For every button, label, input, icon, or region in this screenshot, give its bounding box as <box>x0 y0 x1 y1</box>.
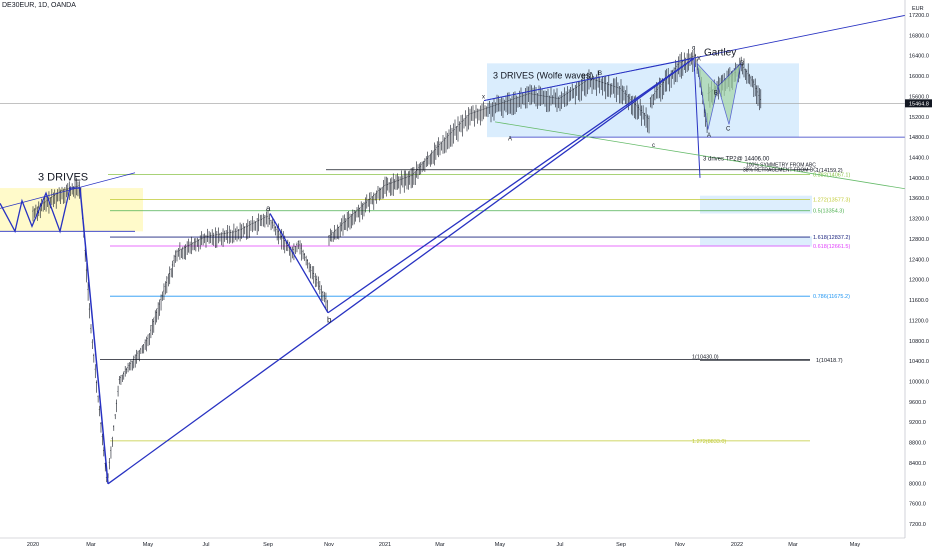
y-tick-label: 17200.0 <box>909 13 929 19</box>
last-price-badge <box>905 99 932 108</box>
point-label: c <box>692 46 695 52</box>
y-tick-label: 7600.0 <box>909 502 926 508</box>
fib-label: 0.786(11675.2) <box>813 294 850 300</box>
y-tick-label: 11200.0 <box>909 318 928 324</box>
point-label: b <box>327 315 332 324</box>
fib-label: 1(14159.2) <box>816 168 843 174</box>
green-trend-line <box>494 121 932 194</box>
currency-label: EUR <box>912 6 924 12</box>
y-tick-label: 10000.0 <box>909 379 929 385</box>
fib-label: 1.618(12837.2) <box>813 235 850 241</box>
fib-label: 0.5(13354.3) <box>813 209 844 215</box>
x-tick-label: Jul <box>556 542 563 548</box>
ab-line <box>269 213 329 314</box>
point-label: a <box>266 204 271 213</box>
yellow-zone <box>0 188 143 232</box>
y-axis-bg <box>905 0 932 550</box>
target-zone-2 <box>700 236 812 247</box>
fib-label: 1.272(8833.0) <box>692 439 726 445</box>
x-tick-label: Mar <box>86 542 96 548</box>
y-tick-label: 9600.0 <box>909 400 926 406</box>
three-drives-wolfe-label: 3 DRIVES (Wolfe waves) <box>493 71 593 81</box>
y-tick-label: 8400.0 <box>909 461 926 467</box>
rally-line <box>107 57 695 485</box>
x-tick-label: 2022 <box>731 542 743 548</box>
y-tick-label: 15200.0 <box>909 115 929 121</box>
three-drives-left-upper <box>0 172 136 209</box>
y-tick-label: 14400.0 <box>909 156 929 162</box>
x-tick-label: Sep <box>616 542 626 548</box>
symbol-title: DE30EUR, 1D, OANDA <box>2 2 76 9</box>
fib-label: 1(10418.7) <box>816 358 843 364</box>
fib-label: 1.272(13577.3) <box>813 197 850 203</box>
y-tick-label: 13600.0 <box>909 196 929 202</box>
point-label: B <box>714 90 718 96</box>
y-tick-label: 13200.0 <box>909 217 929 223</box>
point-label: X <box>697 56 701 62</box>
fib-label: 1(10430.0) <box>692 355 719 361</box>
x-tick-label: Nov <box>675 542 685 548</box>
gartley-xab <box>696 62 719 130</box>
x-tick-label: 2021 <box>379 542 391 548</box>
y-tick-label: 12000.0 <box>909 278 929 284</box>
point-label: C <box>726 127 731 133</box>
target-zone-1 <box>700 195 812 214</box>
y-tick-label: 16800.0 <box>909 33 929 39</box>
point-label: A <box>508 137 512 143</box>
point-label: A <box>707 133 711 139</box>
y-tick-label: 12400.0 <box>909 257 929 263</box>
symmetry-label-2: 38% RETRACEMENT FROM BC <box>743 167 817 173</box>
tp-drop-line <box>693 58 701 178</box>
gartley-bcd <box>717 62 742 125</box>
y-tick-label: 14000.0 <box>909 176 929 182</box>
x-tick-label: Mar <box>788 542 798 548</box>
x-tick-label: May <box>143 542 154 548</box>
crash-line <box>79 187 109 484</box>
point-label: c <box>652 143 655 149</box>
last-price-value: 15464.8 <box>909 101 929 107</box>
y-tick-label: 10800.0 <box>909 339 929 345</box>
y-tick-label: 12800.0 <box>909 237 929 243</box>
y-tick-label: 11600.0 <box>909 298 928 304</box>
x-tick-label: Jul <box>202 542 209 548</box>
y-tick-label: 10400.0 <box>909 359 929 365</box>
y-tick-label: 16000.0 <box>909 74 929 80</box>
x-tick-label: May <box>850 542 861 548</box>
rally-line-2 <box>327 57 695 314</box>
x-tick-label: Sep <box>263 542 273 548</box>
tp-label: 3 drives TP2@ 14406.00 <box>703 157 770 163</box>
point-label: x <box>482 94 485 100</box>
fib-label: 0.618(12661.5) <box>813 244 850 250</box>
point-label: D <box>740 61 745 67</box>
fib-label: 0.382(14067.1) <box>813 172 850 178</box>
y-tick-label: 15600.0 <box>909 94 929 100</box>
wolfe-line-1 <box>483 57 695 101</box>
x-tick-label: Nov <box>324 542 334 548</box>
y-tick-label: 7200.0 <box>909 522 926 528</box>
x-tick-label: Mar <box>435 542 445 548</box>
y-tick-label: 8800.0 <box>909 441 926 447</box>
y-tick-label: 14800.0 <box>909 135 929 141</box>
y-tick-label: 9200.0 <box>909 420 926 426</box>
three-drives-left-label: 3 DRIVES <box>38 171 88 183</box>
x-tick-label: May <box>495 542 506 548</box>
y-tick-label: 8000.0 <box>909 481 926 487</box>
three-drives-left-pattern <box>0 187 80 234</box>
x-tick-label: 2020 <box>27 542 39 548</box>
y-tick-label: 16400.0 <box>909 54 929 60</box>
symmetry-label-1: 100% SYMMETRY FROM ABC <box>746 163 816 169</box>
point-label: B <box>598 71 602 77</box>
gartley-label: Gartley <box>704 48 736 59</box>
